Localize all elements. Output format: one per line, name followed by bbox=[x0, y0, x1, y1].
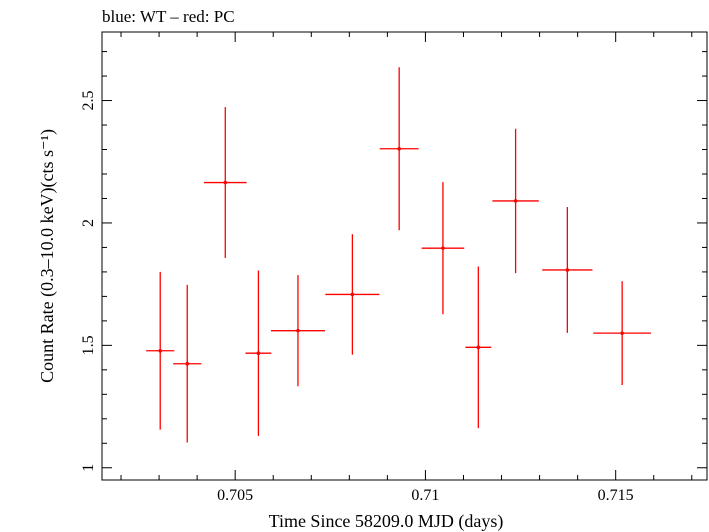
data-point bbox=[203, 107, 247, 258]
y-tick-label: 1 bbox=[80, 464, 97, 472]
data-marker bbox=[476, 345, 481, 350]
x-tick-label: 0.715 bbox=[598, 487, 634, 504]
y-tick-label: 2.5 bbox=[80, 91, 97, 111]
data-marker bbox=[620, 331, 624, 335]
data-marker bbox=[513, 199, 518, 203]
x-tick-label: 0.705 bbox=[217, 487, 253, 504]
data-point bbox=[593, 281, 652, 386]
data-point bbox=[465, 266, 492, 429]
data-point bbox=[270, 275, 325, 387]
plot-frame bbox=[101, 31, 708, 481]
data-point bbox=[421, 182, 465, 315]
chart-title: blue: WT – red: PC bbox=[102, 7, 235, 26]
y-axis-label: Count Rate (0.3–10.0 keV)(cts s⁻¹) bbox=[37, 129, 58, 383]
x-tick-label: 0.71 bbox=[411, 487, 439, 504]
data-point bbox=[245, 270, 272, 436]
data-marker bbox=[158, 348, 163, 353]
data-point bbox=[146, 271, 175, 430]
data-marker bbox=[223, 180, 228, 185]
data-marker bbox=[397, 146, 401, 151]
axis-ticks bbox=[102, 32, 707, 480]
data-point bbox=[173, 284, 202, 443]
data-marker bbox=[441, 246, 445, 250]
data-points bbox=[146, 67, 652, 443]
data-point bbox=[492, 128, 539, 274]
y-tick-label: 2 bbox=[80, 219, 97, 227]
axis-tick-labels: 0.705 0.71 0.715 1 1.5 2 2.5 bbox=[80, 91, 634, 504]
data-marker bbox=[350, 292, 355, 297]
x-axis-label: Time Since 58209.0 MJD (days) bbox=[269, 511, 504, 532]
data-point bbox=[542, 207, 593, 333]
y-tick-label: 1.5 bbox=[80, 335, 97, 355]
data-marker bbox=[296, 328, 300, 333]
data-point bbox=[379, 67, 419, 231]
data-point bbox=[325, 234, 380, 355]
data-marker bbox=[185, 361, 190, 366]
data-marker bbox=[565, 268, 570, 272]
data-marker bbox=[256, 351, 261, 355]
